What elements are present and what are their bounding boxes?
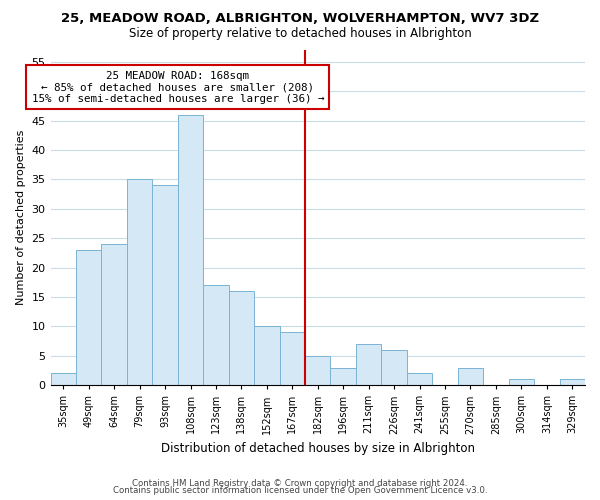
Text: Contains public sector information licensed under the Open Government Licence v3: Contains public sector information licen… [113,486,487,495]
Bar [305,356,331,385]
Bar [127,180,152,385]
Bar [382,350,407,385]
Bar [458,368,483,385]
Bar [178,114,203,385]
Bar [407,374,432,385]
Bar [254,326,280,385]
Bar [229,291,254,385]
Bar [560,380,585,385]
Bar [101,244,127,385]
Y-axis label: Number of detached properties: Number of detached properties [16,130,26,306]
Text: Contains HM Land Registry data © Crown copyright and database right 2024.: Contains HM Land Registry data © Crown c… [132,478,468,488]
Bar [76,250,101,385]
Bar [50,374,76,385]
Text: 25 MEADOW ROAD: 168sqm
← 85% of detached houses are smaller (208)
15% of semi-de: 25 MEADOW ROAD: 168sqm ← 85% of detached… [32,70,324,104]
Bar [152,185,178,385]
Bar [280,332,305,385]
X-axis label: Distribution of detached houses by size in Albrighton: Distribution of detached houses by size … [161,442,475,455]
Bar [331,368,356,385]
Bar [203,285,229,385]
Text: Size of property relative to detached houses in Albrighton: Size of property relative to detached ho… [128,28,472,40]
Text: 25, MEADOW ROAD, ALBRIGHTON, WOLVERHAMPTON, WV7 3DZ: 25, MEADOW ROAD, ALBRIGHTON, WOLVERHAMPT… [61,12,539,26]
Bar [356,344,382,385]
Bar [509,380,534,385]
